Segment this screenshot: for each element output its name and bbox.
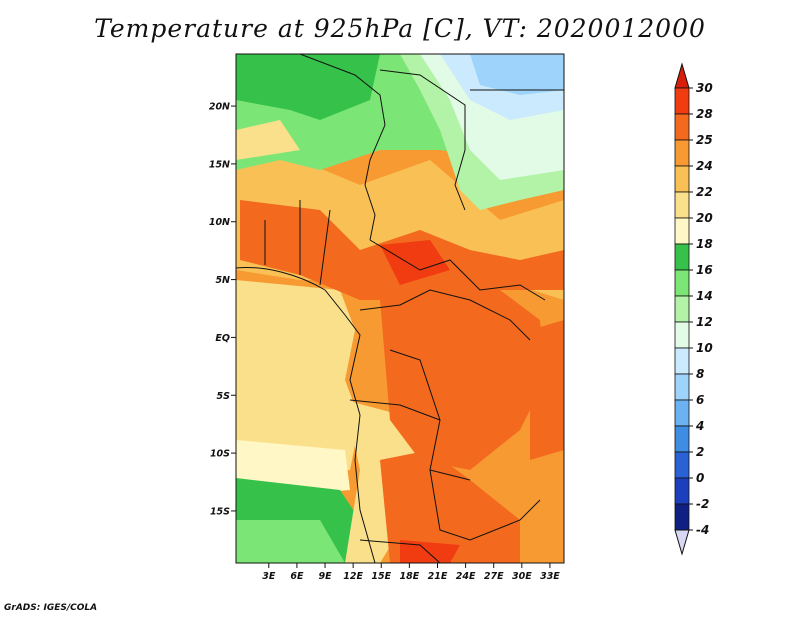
colorbar-level-label: 16: [696, 263, 713, 277]
colorbar-swatch: [674, 217, 690, 245]
colorbar-level-label: -4: [696, 523, 709, 537]
lon-tick-label: 24E: [456, 571, 476, 582]
lon-tick-label: 18E: [400, 571, 420, 582]
colorbar-swatch: [674, 139, 690, 167]
longitude-axis: 3E 6E 9E 12E 15E 18E 21E 24E 27E 30E 33E: [262, 563, 560, 582]
lat-tick-label: 15N: [209, 159, 230, 170]
colorbar-level-label: 28: [696, 107, 713, 121]
colorbar-level-label: -2: [696, 497, 709, 511]
colorbar-swatch: [674, 373, 690, 401]
colorbar-swatch: [674, 87, 690, 115]
colorbar-level-label: 8: [696, 367, 704, 381]
colorbar-level-label: 12: [696, 315, 713, 329]
colorbar-swatch: [674, 477, 690, 505]
latitude-axis: 20N 15N 10N 5N EQ 5S 10S 15S: [209, 102, 236, 517]
colorbar-level-label: 10: [696, 341, 713, 355]
colorbar-level-label: 0: [696, 471, 704, 485]
country-boundaries: [236, 54, 564, 563]
lon-tick-label: 3E: [262, 571, 276, 582]
lon-tick-label: 15E: [371, 571, 391, 582]
lon-tick-label: 6E: [290, 571, 304, 582]
colorbar-level-label: 30: [696, 81, 713, 95]
colorbar-swatch: [674, 191, 690, 219]
colorbar-level-label: 2: [696, 445, 704, 459]
colorbar-swatch: [674, 113, 690, 141]
colorbar-level-label: 6: [696, 393, 704, 407]
map-frame: [235, 53, 565, 564]
colorbar-level-label: 4: [695, 419, 704, 433]
lon-tick-label: 21E: [428, 571, 448, 582]
colorbar-swatch: [674, 503, 690, 531]
lon-tick-label: 30E: [512, 571, 532, 582]
colorbar-bottom-arrow: [674, 529, 690, 556]
lat-tick-label: EQ: [215, 333, 230, 344]
colorbar-swatch: [674, 295, 690, 323]
lon-tick-label: 9E: [318, 571, 332, 582]
lat-tick-label: 5N: [215, 275, 230, 286]
lat-tick-label: 10N: [209, 217, 230, 228]
lat-tick-label: 10S: [210, 449, 230, 460]
colorbar-level-label: 20: [696, 211, 713, 225]
colorbar-level-label: 18: [696, 237, 713, 251]
colorbar-level-label: 14: [696, 289, 713, 303]
colorbar-top-arrow: [674, 62, 690, 89]
lon-tick-label: 33E: [540, 571, 560, 582]
lon-tick-label: 27E: [484, 571, 504, 582]
lon-tick-label: 12E: [343, 571, 363, 582]
colorbar-level-label: 25: [696, 133, 713, 147]
lat-tick-label: 20N: [209, 102, 230, 113]
colorbar-level-label: 24: [696, 159, 713, 173]
colorbar-level-label: 22: [696, 185, 713, 199]
grads-credit: GrADS: IGES/COLA: [4, 603, 98, 613]
temperature-field: [236, 54, 564, 563]
colorbar-swatch: [674, 425, 690, 453]
lat-tick-label: 5S: [217, 391, 231, 402]
colorbar-swatch: [674, 269, 690, 297]
colorbar-swatch: [674, 451, 690, 479]
colorbar-swatch: [674, 321, 690, 349]
colorbar-swatch: [674, 399, 690, 427]
lat-tick-label: 15S: [210, 506, 230, 517]
colorbar-swatch: [674, 243, 690, 271]
chart-title: Temperature at 925hPa [C], VT: 202001200…: [94, 14, 706, 43]
colorbar-swatch: [674, 165, 690, 193]
colorbar-swatch: [674, 347, 690, 375]
